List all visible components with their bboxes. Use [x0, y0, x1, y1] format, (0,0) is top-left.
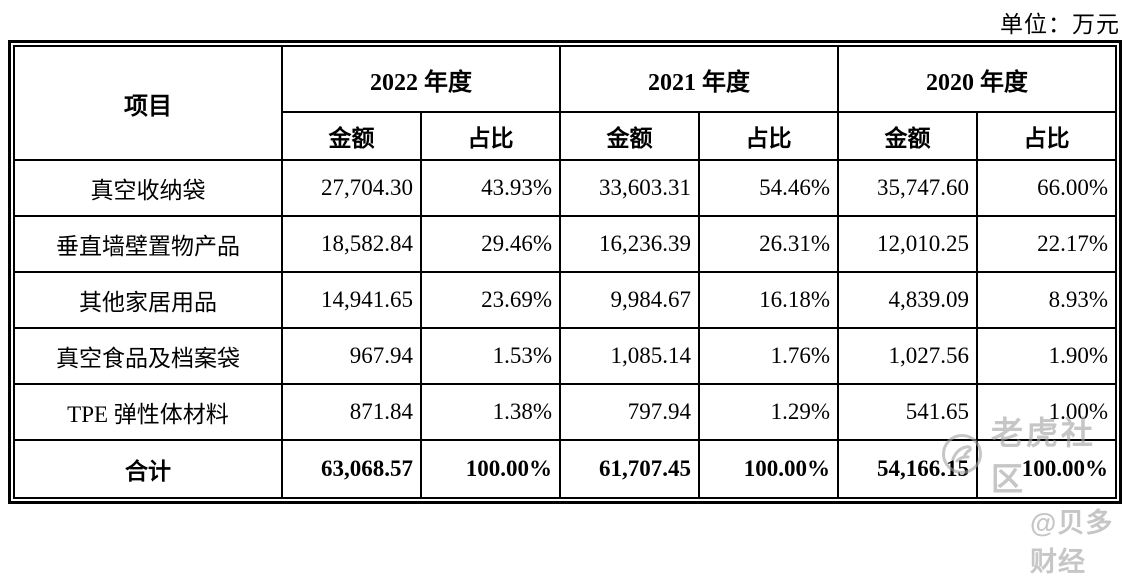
cell-value: 63,068.57 — [281, 439, 422, 499]
cell-value: 16.18% — [698, 271, 839, 329]
subheader-ratio-2022: 占比 — [420, 111, 561, 161]
cell-value: 1,027.56 — [837, 327, 978, 385]
cell-value: 100.00% — [420, 439, 561, 499]
cell-value: 9,984.67 — [559, 271, 700, 329]
cell-value: 12,010.25 — [837, 215, 978, 273]
subheader-amount-2022: 金额 — [281, 111, 422, 161]
revenue-table: 项目 2022 年度 2021 年度 2020 年度 金额 占比 金额 占比 金… — [8, 40, 1122, 504]
revenue-table-grid: 项目 2022 年度 2021 年度 2020 年度 金额 占比 金额 占比 金… — [13, 45, 1117, 499]
cell-value: 100.00% — [698, 439, 839, 499]
cell-value: 797.94 — [559, 383, 700, 441]
cell-value: 61,707.45 — [559, 439, 700, 499]
column-header-year-2022: 2022 年度 — [281, 45, 561, 113]
column-header-year-2020: 2020 年度 — [837, 45, 1117, 113]
table-row: 真空食品及档案袋 967.94 1.53% 1,085.14 1.76% 1,0… — [13, 327, 1117, 385]
watermark-handle: @贝多财经 — [1030, 508, 1114, 577]
cell-value: 1.38% — [420, 383, 561, 441]
table-row: 垂直墙壁置物产品 18,582.84 29.46% 16,236.39 26.3… — [13, 215, 1117, 273]
cell-value: 1.53% — [420, 327, 561, 385]
cell-value: 33,603.31 — [559, 159, 700, 217]
cell-value: 1.00% — [976, 383, 1117, 441]
unit-label: 单位：万元 — [1000, 12, 1120, 37]
cell-item-total: 合计 — [13, 439, 283, 499]
cell-value: 100.00% — [976, 439, 1117, 499]
cell-value: 66.00% — [976, 159, 1117, 217]
subheader-amount-2020: 金额 — [837, 111, 978, 161]
cell-value: 18,582.84 — [281, 215, 422, 273]
cell-value: 1.76% — [698, 327, 839, 385]
cell-value: 1.29% — [698, 383, 839, 441]
cell-value: 4,839.09 — [837, 271, 978, 329]
table-row: 其他家居用品 14,941.65 23.69% 9,984.67 16.18% … — [13, 271, 1117, 329]
cell-item: 真空食品及档案袋 — [13, 327, 283, 385]
cell-value: 871.84 — [281, 383, 422, 441]
cell-item: TPE 弹性体材料 — [13, 383, 283, 441]
header-row-subcolumns: 金额 占比 金额 占比 金额 占比 — [14, 111, 1117, 161]
header-row-years: 项目 2022 年度 2021 年度 2020 年度 — [13, 45, 1117, 161]
cell-value: 967.94 — [281, 327, 422, 385]
cell-value: 14,941.65 — [281, 271, 422, 329]
subheader-amount-2021: 金额 — [559, 111, 700, 161]
cell-value: 26.31% — [698, 215, 839, 273]
cell-value: 16,236.39 — [559, 215, 700, 273]
cell-value: 43.93% — [420, 159, 561, 217]
cell-item: 垂直墙壁置物产品 — [13, 215, 283, 273]
cell-value: 22.17% — [976, 215, 1117, 273]
column-header-year-2021: 2021 年度 — [559, 45, 839, 113]
cell-value: 1.90% — [976, 327, 1117, 385]
table-row-total: 合计 63,068.57 100.00% 61,707.45 100.00% 5… — [13, 439, 1117, 499]
table-row: TPE 弹性体材料 871.84 1.38% 797.94 1.29% 541.… — [13, 383, 1117, 441]
cell-value: 541.65 — [837, 383, 978, 441]
cell-value: 8.93% — [976, 271, 1117, 329]
table-row: 真空收纳袋 27,704.30 43.93% 33,603.31 54.46% … — [13, 159, 1117, 217]
cell-item: 真空收纳袋 — [13, 159, 283, 217]
cell-value: 29.46% — [420, 215, 561, 273]
subheader-ratio-2021: 占比 — [698, 111, 839, 161]
cell-value: 23.69% — [420, 271, 561, 329]
cell-value: 35,747.60 — [837, 159, 978, 217]
cell-value: 54,166.15 — [837, 439, 978, 499]
column-header-item: 项目 — [13, 45, 283, 161]
subheader-ratio-2020: 占比 — [976, 111, 1117, 161]
cell-item: 其他家居用品 — [13, 271, 283, 329]
cell-value: 54.46% — [698, 159, 839, 217]
cell-value: 27,704.30 — [281, 159, 422, 217]
cell-value: 1,085.14 — [559, 327, 700, 385]
